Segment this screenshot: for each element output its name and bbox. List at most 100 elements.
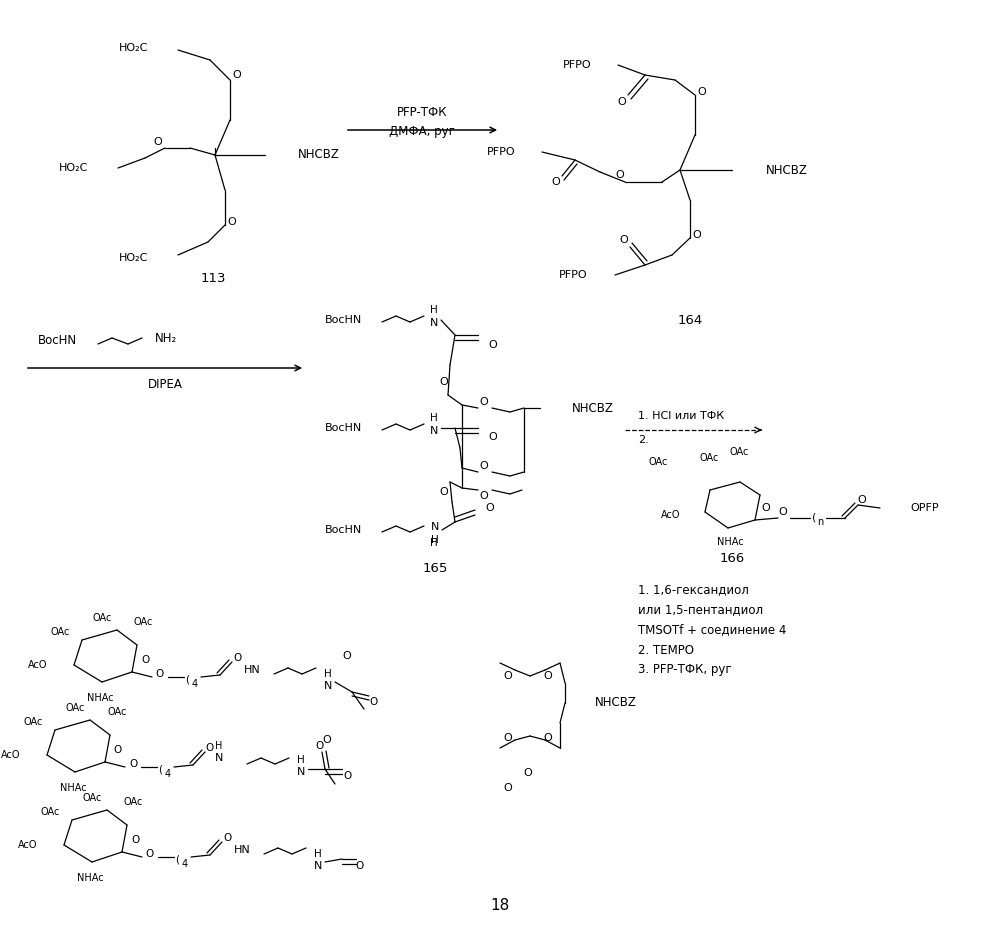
Text: 2.: 2. <box>638 435 649 445</box>
Text: O: O <box>544 733 552 743</box>
Text: O: O <box>480 397 488 407</box>
Text: OAc: OAc <box>730 447 749 457</box>
Text: TMSOTf + соединение 4: TMSOTf + соединение 4 <box>638 623 786 636</box>
Text: OAc: OAc <box>700 453 719 463</box>
Text: N: N <box>430 318 438 328</box>
Text: 4: 4 <box>165 769 171 779</box>
Text: NH₂: NH₂ <box>155 331 177 344</box>
Text: 164: 164 <box>677 314 703 327</box>
Text: O: O <box>693 230 701 240</box>
Text: NHCBZ: NHCBZ <box>595 696 637 709</box>
Text: N: N <box>215 753 223 763</box>
Text: H: H <box>430 413 438 423</box>
Text: DIPEA: DIPEA <box>148 378 182 391</box>
Text: ДМФА, руг: ДМФА, руг <box>389 125 455 139</box>
Text: AcO: AcO <box>18 840 37 850</box>
Text: BocHN: BocHN <box>38 333 77 346</box>
Text: O: O <box>485 503 494 513</box>
Text: O: O <box>440 487 448 497</box>
Text: O: O <box>343 771 351 781</box>
Text: HO₂C: HO₂C <box>119 253 148 263</box>
Text: OAc: OAc <box>24 717 43 727</box>
Text: OAc: OAc <box>124 797 143 807</box>
Text: O: O <box>618 97 626 107</box>
Text: PFPO: PFPO <box>559 270 588 280</box>
Text: NHCBZ: NHCBZ <box>572 402 614 415</box>
Text: OAc: OAc <box>41 807 60 817</box>
Text: O: O <box>620 235 628 245</box>
Text: BocHN: BocHN <box>325 525 362 535</box>
Text: O: O <box>154 137 162 147</box>
Text: NHAc: NHAc <box>717 537 743 547</box>
Text: HO₂C: HO₂C <box>119 43 148 53</box>
Text: или 1,5-пентандиол: или 1,5-пентандиол <box>638 604 763 617</box>
Text: OAc: OAc <box>649 457 668 467</box>
Text: AcO: AcO <box>28 660 47 670</box>
Text: O: O <box>488 340 497 350</box>
Text: O: O <box>156 669 164 679</box>
Text: N: N <box>430 426 438 436</box>
Text: H: H <box>215 741 223 751</box>
Text: O: O <box>343 651 351 661</box>
Text: H: H <box>297 755 305 765</box>
Text: O: O <box>524 768 532 778</box>
Text: O: O <box>544 671 552 681</box>
Text: 4: 4 <box>182 859 188 869</box>
Text: 113: 113 <box>200 271 226 285</box>
Text: O: O <box>233 653 241 663</box>
Text: O: O <box>233 70 241 80</box>
Text: OAc: OAc <box>107 707 126 717</box>
Text: BocHN: BocHN <box>325 423 362 433</box>
Text: O: O <box>141 655 149 665</box>
Text: NHAc: NHAc <box>87 693 113 703</box>
Text: O: O <box>129 759 137 769</box>
Text: 166: 166 <box>719 551 745 564</box>
Text: 2. TEMPO: 2. TEMPO <box>638 644 694 656</box>
Text: N: N <box>314 861 322 871</box>
Text: 18: 18 <box>490 898 510 913</box>
Text: HO₂C: HO₂C <box>59 163 88 173</box>
Text: O: O <box>228 217 236 227</box>
Text: O: O <box>858 495 866 505</box>
Text: NHAc: NHAc <box>77 873 103 883</box>
Text: OAc: OAc <box>82 793 102 803</box>
Text: NHCBZ: NHCBZ <box>766 164 808 177</box>
Text: OAc: OAc <box>92 613 112 623</box>
Text: OPFP: OPFP <box>910 503 939 513</box>
Text: O: O <box>480 491 488 501</box>
Text: AcO: AcO <box>0 750 20 760</box>
Text: O: O <box>370 697 378 707</box>
Text: O: O <box>206 743 214 753</box>
Text: O: O <box>131 835 139 845</box>
Text: O: O <box>698 87 706 97</box>
Text: N: N <box>324 681 332 691</box>
Text: O: O <box>616 170 624 180</box>
Text: H: H <box>324 669 332 679</box>
Text: PFPO: PFPO <box>486 147 515 157</box>
Text: H: H <box>314 849 322 859</box>
Text: HN: HN <box>244 665 261 675</box>
Text: (: ( <box>812 513 816 523</box>
Text: BocHN: BocHN <box>325 315 362 325</box>
Text: 3. PFP-ТФК, руг: 3. PFP-ТФК, руг <box>638 664 732 677</box>
Text: PFPO: PFPO <box>563 60 592 70</box>
Text: NHAc: NHAc <box>60 783 86 793</box>
Text: OAc: OAc <box>65 703 85 713</box>
Text: 1. HCl или ТФК: 1. HCl или ТФК <box>638 411 724 421</box>
Text: O: O <box>779 507 787 517</box>
Text: 165: 165 <box>422 562 448 575</box>
Text: O: O <box>504 671 512 681</box>
Text: PFP-ТФК: PFP-ТФК <box>397 106 447 119</box>
Text: (: ( <box>185 675 189 685</box>
Text: HN: HN <box>234 845 251 855</box>
Text: O: O <box>504 783 512 793</box>
Text: O: O <box>146 849 154 859</box>
Text: O: O <box>114 745 122 755</box>
Text: OAc: OAc <box>134 617 153 627</box>
Text: O: O <box>315 741 323 751</box>
Text: AcO: AcO <box>660 510 680 520</box>
Text: O: O <box>762 503 770 513</box>
Text: N: N <box>431 522 439 532</box>
Text: 1. 1,6-гександиол: 1. 1,6-гександиол <box>638 583 749 596</box>
Text: (: ( <box>158 765 162 775</box>
